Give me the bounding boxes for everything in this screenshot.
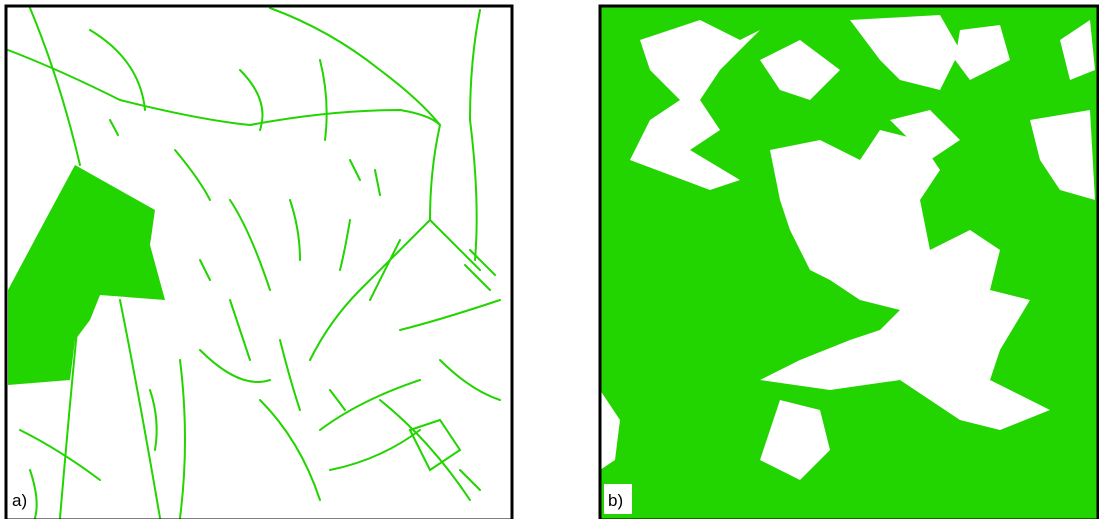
panel-b: b) bbox=[600, 6, 1098, 519]
panel-a: a) bbox=[6, 6, 512, 519]
panel-label: b) bbox=[608, 491, 623, 510]
figure: a) b) bbox=[0, 0, 1099, 519]
panel-label: a) bbox=[12, 491, 27, 510]
